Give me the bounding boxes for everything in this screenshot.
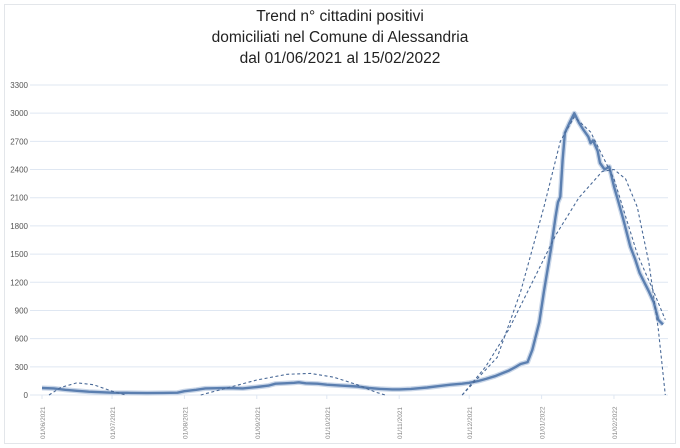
chart-frame: [4, 4, 676, 444]
x-tick-label: 01/11/2021: [397, 407, 404, 439]
y-tick-label: 0: [24, 391, 29, 400]
series-line-glow: [41, 110, 665, 396]
y-tick-label: 300: [15, 363, 29, 372]
x-tick-label: 01/07/2021: [110, 406, 117, 439]
series-line-positivi: [41, 112, 664, 395]
y-tick-label: 600: [15, 335, 29, 344]
y-tick-label: 900: [15, 306, 29, 315]
trendline-2: [461, 116, 666, 396]
x-tick-label: 01/09/2021: [255, 406, 262, 439]
y-tick-label: 2400: [10, 166, 28, 175]
x-tick-label: 01/01/2022: [540, 406, 547, 439]
x-tick-label: 01/06/2021: [40, 406, 47, 439]
y-tick-label: 1800: [10, 222, 28, 231]
y-tick-label: 3300: [10, 81, 28, 90]
chart-title-line-3: dal 01/06/2021 al 15/02/2022: [239, 50, 441, 67]
y-tick-label: 3000: [10, 109, 28, 118]
chart-title: Trend n° cittadini positivi domiciliati …: [0, 6, 680, 69]
y-tick-label: 2700: [10, 137, 28, 146]
chart-title-line-1: Trend n° cittadini positivi: [256, 8, 424, 25]
chart-title-line-2: domiciliati nel Comune di Alessandria: [211, 29, 469, 46]
trendline-1: [48, 168, 666, 396]
y-tick-label: 2100: [10, 194, 28, 203]
y-tick-label: 1200: [10, 278, 28, 287]
x-tick-label: 01/02/2022: [612, 406, 619, 439]
x-tick-label: 01/10/2021: [325, 406, 332, 439]
x-tick-label: 01/08/2021: [182, 406, 189, 439]
y-tick-label: 1500: [10, 250, 28, 259]
x-tick-label: 01/12/2021: [467, 406, 474, 439]
